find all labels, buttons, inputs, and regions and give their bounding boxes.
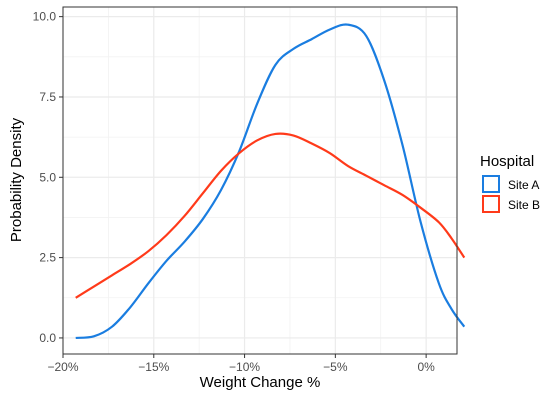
x-tick-label: 0% [417,360,435,374]
legend-key-site-a [482,175,500,193]
legend-title: Hospital [480,153,534,170]
series-lines [75,23,466,340]
plot-panel-background [63,7,457,354]
y-tick-label: 10.0 [33,10,57,24]
x-axis-ticks: −20% −15% −10% −5% 0% [47,354,435,374]
y-tick-label: 2.5 [39,251,56,265]
legend-label-site-b: Site B [508,198,540,212]
legend: Hospital Site A Site B [480,153,540,213]
x-axis-title: Weight Change % [200,374,321,391]
x-tick-label: −10% [229,360,260,374]
series-line-site-b [75,132,466,299]
y-axis-ticks: 0.0 2.5 5.0 7.5 10.0 [33,10,63,345]
y-tick-label: 7.5 [39,90,56,104]
x-tick-label: −20% [47,360,78,374]
x-tick-label: −15% [138,360,169,374]
legend-label-site-a: Site A [508,178,539,192]
x-tick-label: −5% [323,360,348,374]
series-line-site-a [75,23,466,340]
y-axis-title: Probability Density [8,117,25,242]
y-tick-label: 5.0 [39,170,56,184]
y-tick-label: 0.0 [39,331,56,345]
legend-key-site-b [482,195,500,213]
plot-panel-border [62,6,458,355]
minor-gridlines [63,7,457,354]
